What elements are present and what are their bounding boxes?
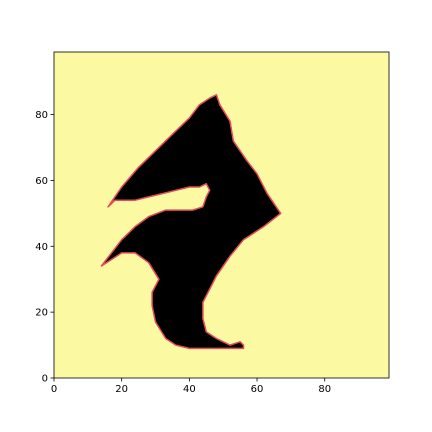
y-tick-label: 40: [35, 242, 48, 253]
x-tick-label: 80: [318, 384, 331, 395]
x-tick-label: 40: [183, 384, 196, 395]
y-axis: 0 20 40 60 80: [35, 110, 54, 385]
y-tick-label: 80: [35, 110, 48, 121]
plot-frame: [53, 51, 390, 379]
y-tick-label: 0: [42, 374, 48, 385]
y-tick-label: 20: [35, 308, 48, 319]
x-tick-label: 20: [115, 384, 128, 395]
x-tick-label: 60: [251, 384, 264, 395]
x-tick-label: 0: [51, 384, 57, 395]
data-shape: [100, 94, 282, 350]
x-axis: 0 20 40 60 80: [51, 378, 331, 395]
y-tick-label: 60: [35, 176, 48, 187]
